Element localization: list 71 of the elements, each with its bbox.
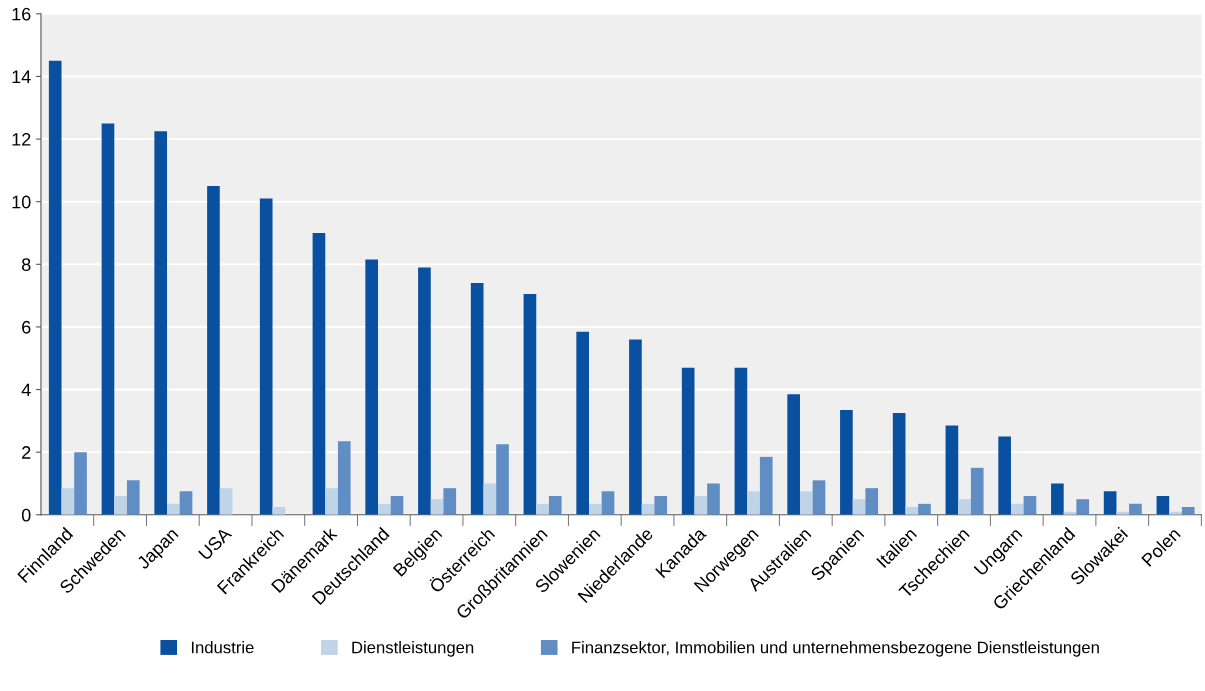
bar bbox=[970, 467, 984, 515]
bar bbox=[812, 480, 826, 515]
bar bbox=[312, 233, 326, 515]
bar bbox=[61, 488, 75, 515]
bar bbox=[154, 131, 168, 515]
bar bbox=[536, 503, 549, 515]
bar bbox=[496, 444, 509, 515]
bar bbox=[1103, 491, 1117, 515]
y-tick-label: 14 bbox=[12, 70, 31, 83]
bar bbox=[207, 186, 220, 515]
bar bbox=[101, 123, 115, 515]
bar bbox=[219, 488, 233, 515]
y-tick-label: 10 bbox=[12, 195, 31, 209]
bar bbox=[179, 491, 193, 515]
y-tick-label: 12 bbox=[12, 133, 31, 146]
bar bbox=[865, 488, 879, 515]
bar bbox=[418, 267, 431, 515]
legend-label: Finanzsektor, Immobilien und unternehmensbezogene Dienstleistungen bbox=[572, 641, 1099, 657]
bar bbox=[759, 456, 773, 515]
bar bbox=[787, 394, 800, 515]
y-tick-label: 0 bbox=[21, 508, 31, 522]
bar bbox=[74, 452, 87, 515]
bar bbox=[48, 60, 62, 515]
bar bbox=[734, 367, 748, 515]
bar bbox=[523, 294, 537, 515]
y-tick-label: 6 bbox=[22, 320, 31, 334]
y-tick-label: 2 bbox=[22, 446, 31, 459]
bar bbox=[1181, 506, 1195, 515]
bar bbox=[601, 491, 615, 515]
bar bbox=[126, 480, 140, 515]
bar bbox=[1051, 483, 1064, 515]
bar bbox=[918, 503, 931, 515]
bar bbox=[483, 483, 497, 515]
bar bbox=[958, 499, 971, 515]
bar bbox=[892, 413, 906, 515]
bar bbox=[259, 198, 273, 515]
bar bbox=[365, 259, 379, 515]
bar bbox=[1023, 496, 1037, 515]
bar bbox=[747, 491, 760, 515]
bar bbox=[1156, 496, 1170, 515]
bar bbox=[945, 425, 959, 515]
bar bbox=[443, 488, 457, 515]
bar bbox=[1010, 503, 1024, 515]
bar bbox=[390, 496, 404, 515]
bar bbox=[430, 499, 444, 515]
legend-label: Industrie bbox=[191, 641, 254, 654]
bar bbox=[799, 491, 813, 515]
y-tick-label: 16 bbox=[12, 7, 31, 21]
bar bbox=[1129, 503, 1142, 515]
bar bbox=[998, 436, 1011, 515]
bar bbox=[589, 503, 602, 515]
bar bbox=[470, 283, 484, 515]
bar bbox=[681, 367, 695, 515]
y-tick-label: 4 bbox=[21, 383, 31, 397]
bar bbox=[114, 496, 127, 515]
bar bbox=[629, 339, 642, 515]
bar bbox=[325, 488, 338, 515]
bar bbox=[337, 441, 351, 515]
bar bbox=[548, 496, 562, 515]
bar bbox=[654, 496, 668, 515]
bar bbox=[840, 409, 853, 515]
bar bbox=[576, 331, 589, 515]
bar bbox=[905, 506, 919, 515]
bar bbox=[707, 483, 720, 515]
bar bbox=[167, 503, 180, 515]
bar bbox=[694, 496, 708, 515]
bar bbox=[852, 499, 866, 515]
legend-label: Dienstleistungen bbox=[352, 641, 474, 657]
y-tick-label: 8 bbox=[21, 258, 31, 272]
bar bbox=[1076, 499, 1090, 515]
bar bbox=[378, 503, 391, 515]
